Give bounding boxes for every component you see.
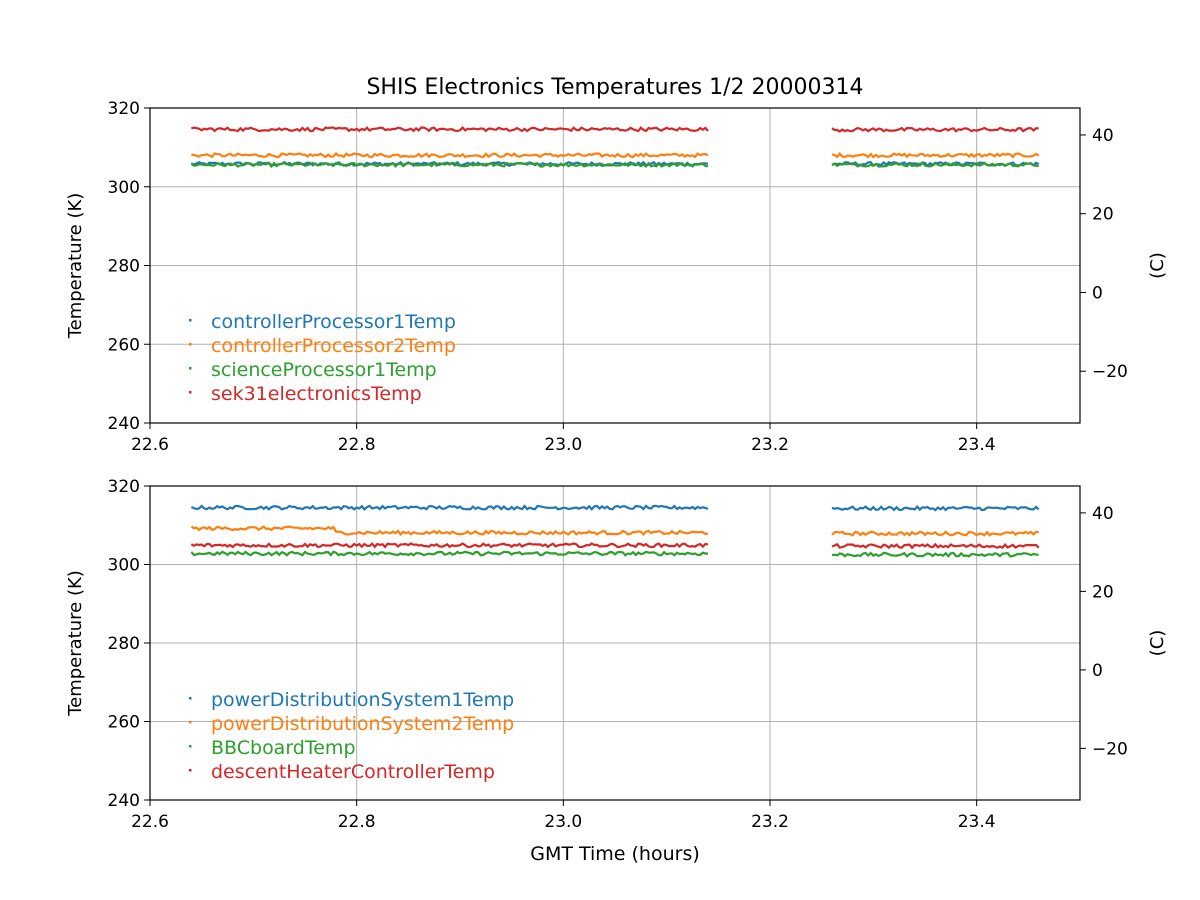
x-tick-label: 22.6 — [131, 812, 169, 832]
x-tick-label: 22.6 — [131, 435, 169, 455]
legend-label: sek31electronicsTemp — [211, 383, 422, 405]
legend-label: controllerProcessor1Temp — [211, 311, 456, 333]
legend-marker — [189, 391, 192, 394]
x-tick-label: 23.2 — [751, 435, 789, 455]
y-right-tick-label: 0 — [1092, 661, 1103, 681]
legend-label: powerDistributionSystem1Temp — [211, 689, 514, 711]
series-controllerProcessor2Temp — [191, 151, 1040, 159]
legend-marker — [189, 367, 192, 370]
series-segment — [831, 530, 1039, 537]
legend-marker — [189, 697, 192, 700]
x-tick-label: 23.4 — [958, 435, 996, 455]
series-segment — [190, 550, 709, 557]
legend-marker — [189, 745, 192, 748]
x-tick-label: 23.4 — [958, 812, 996, 832]
y-tick-label: 280 — [108, 634, 140, 654]
legend-marker — [189, 769, 192, 772]
series-segment — [831, 126, 1039, 133]
y-right-tick-label: 20 — [1092, 205, 1114, 225]
y-axis-label: Temperature (K) — [65, 193, 86, 340]
series-segment — [190, 161, 709, 169]
y-tick-label: 240 — [108, 414, 140, 434]
legend-label: scienceProcessor1Temp — [211, 359, 437, 381]
x-tick-label: 23.0 — [544, 435, 582, 455]
y-tick-label: 260 — [108, 335, 140, 355]
y-right-tick-label: 40 — [1092, 504, 1114, 524]
legend-label: controllerProcessor2Temp — [211, 335, 456, 357]
y-right-tick-label: −20 — [1092, 739, 1128, 759]
y-tick-label: 300 — [108, 556, 140, 576]
x-tick-label: 23.2 — [751, 812, 789, 832]
y-right-tick-label: 0 — [1092, 283, 1103, 303]
series-descentHeaterControllerTemp — [190, 542, 1040, 550]
x-tick-label: 22.8 — [338, 812, 376, 832]
series-segment — [831, 551, 1039, 558]
series-powerDistributionSystem1Temp — [190, 504, 1040, 512]
series-segment — [831, 542, 1040, 550]
y-tick-label: 320 — [108, 99, 140, 119]
series-segment — [831, 161, 1039, 168]
figure-title: SHIS Electronics Temperatures 1/2 200003… — [366, 75, 863, 100]
series-segment — [190, 504, 709, 511]
legend-marker — [189, 319, 192, 322]
y-tick-label: 300 — [108, 178, 140, 198]
series-segment — [831, 152, 1040, 159]
x-axis-label: GMT Time (hours) — [530, 843, 700, 865]
series-segment — [190, 542, 709, 549]
series-powerDistributionSystem2Temp — [190, 525, 1039, 537]
legend-label: descentHeaterControllerTemp — [211, 761, 495, 783]
series-segment — [190, 525, 709, 537]
y-axis-label: Temperature (K) — [65, 570, 86, 717]
bottom-panel: 22.6 22.8 23.0 23.2 23.4 240 260 280 300 320 −20 0 2… — [65, 477, 1168, 832]
series-BBCboardTemp — [190, 550, 1039, 558]
series-segment — [191, 151, 709, 159]
x-tick-label: 23.0 — [544, 812, 582, 832]
y-right-tick-label: −20 — [1092, 362, 1128, 382]
y-right-tick-label: 40 — [1092, 126, 1114, 146]
legend: powerDistributionSystem1TemppowerDistrib… — [189, 689, 514, 783]
top-panel: 22.6 22.8 23.0 23.2 23.4 240 260 280 300 320 −20 0 2… — [65, 99, 1168, 455]
legend-label: BBCboardTemp — [211, 737, 356, 759]
y-tick-label: 240 — [108, 791, 140, 811]
legend-marker — [189, 343, 192, 346]
legend: controllerProcessor1TempcontrollerProces… — [189, 311, 456, 405]
y-tick-label: 260 — [108, 713, 140, 733]
y-right-tick-label: 20 — [1092, 582, 1114, 602]
series-segment — [191, 125, 709, 133]
legend-marker — [189, 721, 192, 724]
legend-label: powerDistributionSystem2Temp — [211, 713, 514, 735]
y-right-axis-label: (C) — [1147, 252, 1168, 279]
y-tick-label: 320 — [108, 477, 140, 497]
series-scienceProcessor1Temp — [190, 161, 1039, 169]
x-tick-label: 22.8 — [338, 435, 376, 455]
series-sek31electronicsTemp — [191, 125, 1039, 133]
y-right-axis-label: (C) — [1147, 630, 1168, 657]
series-segment — [831, 504, 1040, 512]
y-tick-label: 280 — [108, 257, 140, 277]
